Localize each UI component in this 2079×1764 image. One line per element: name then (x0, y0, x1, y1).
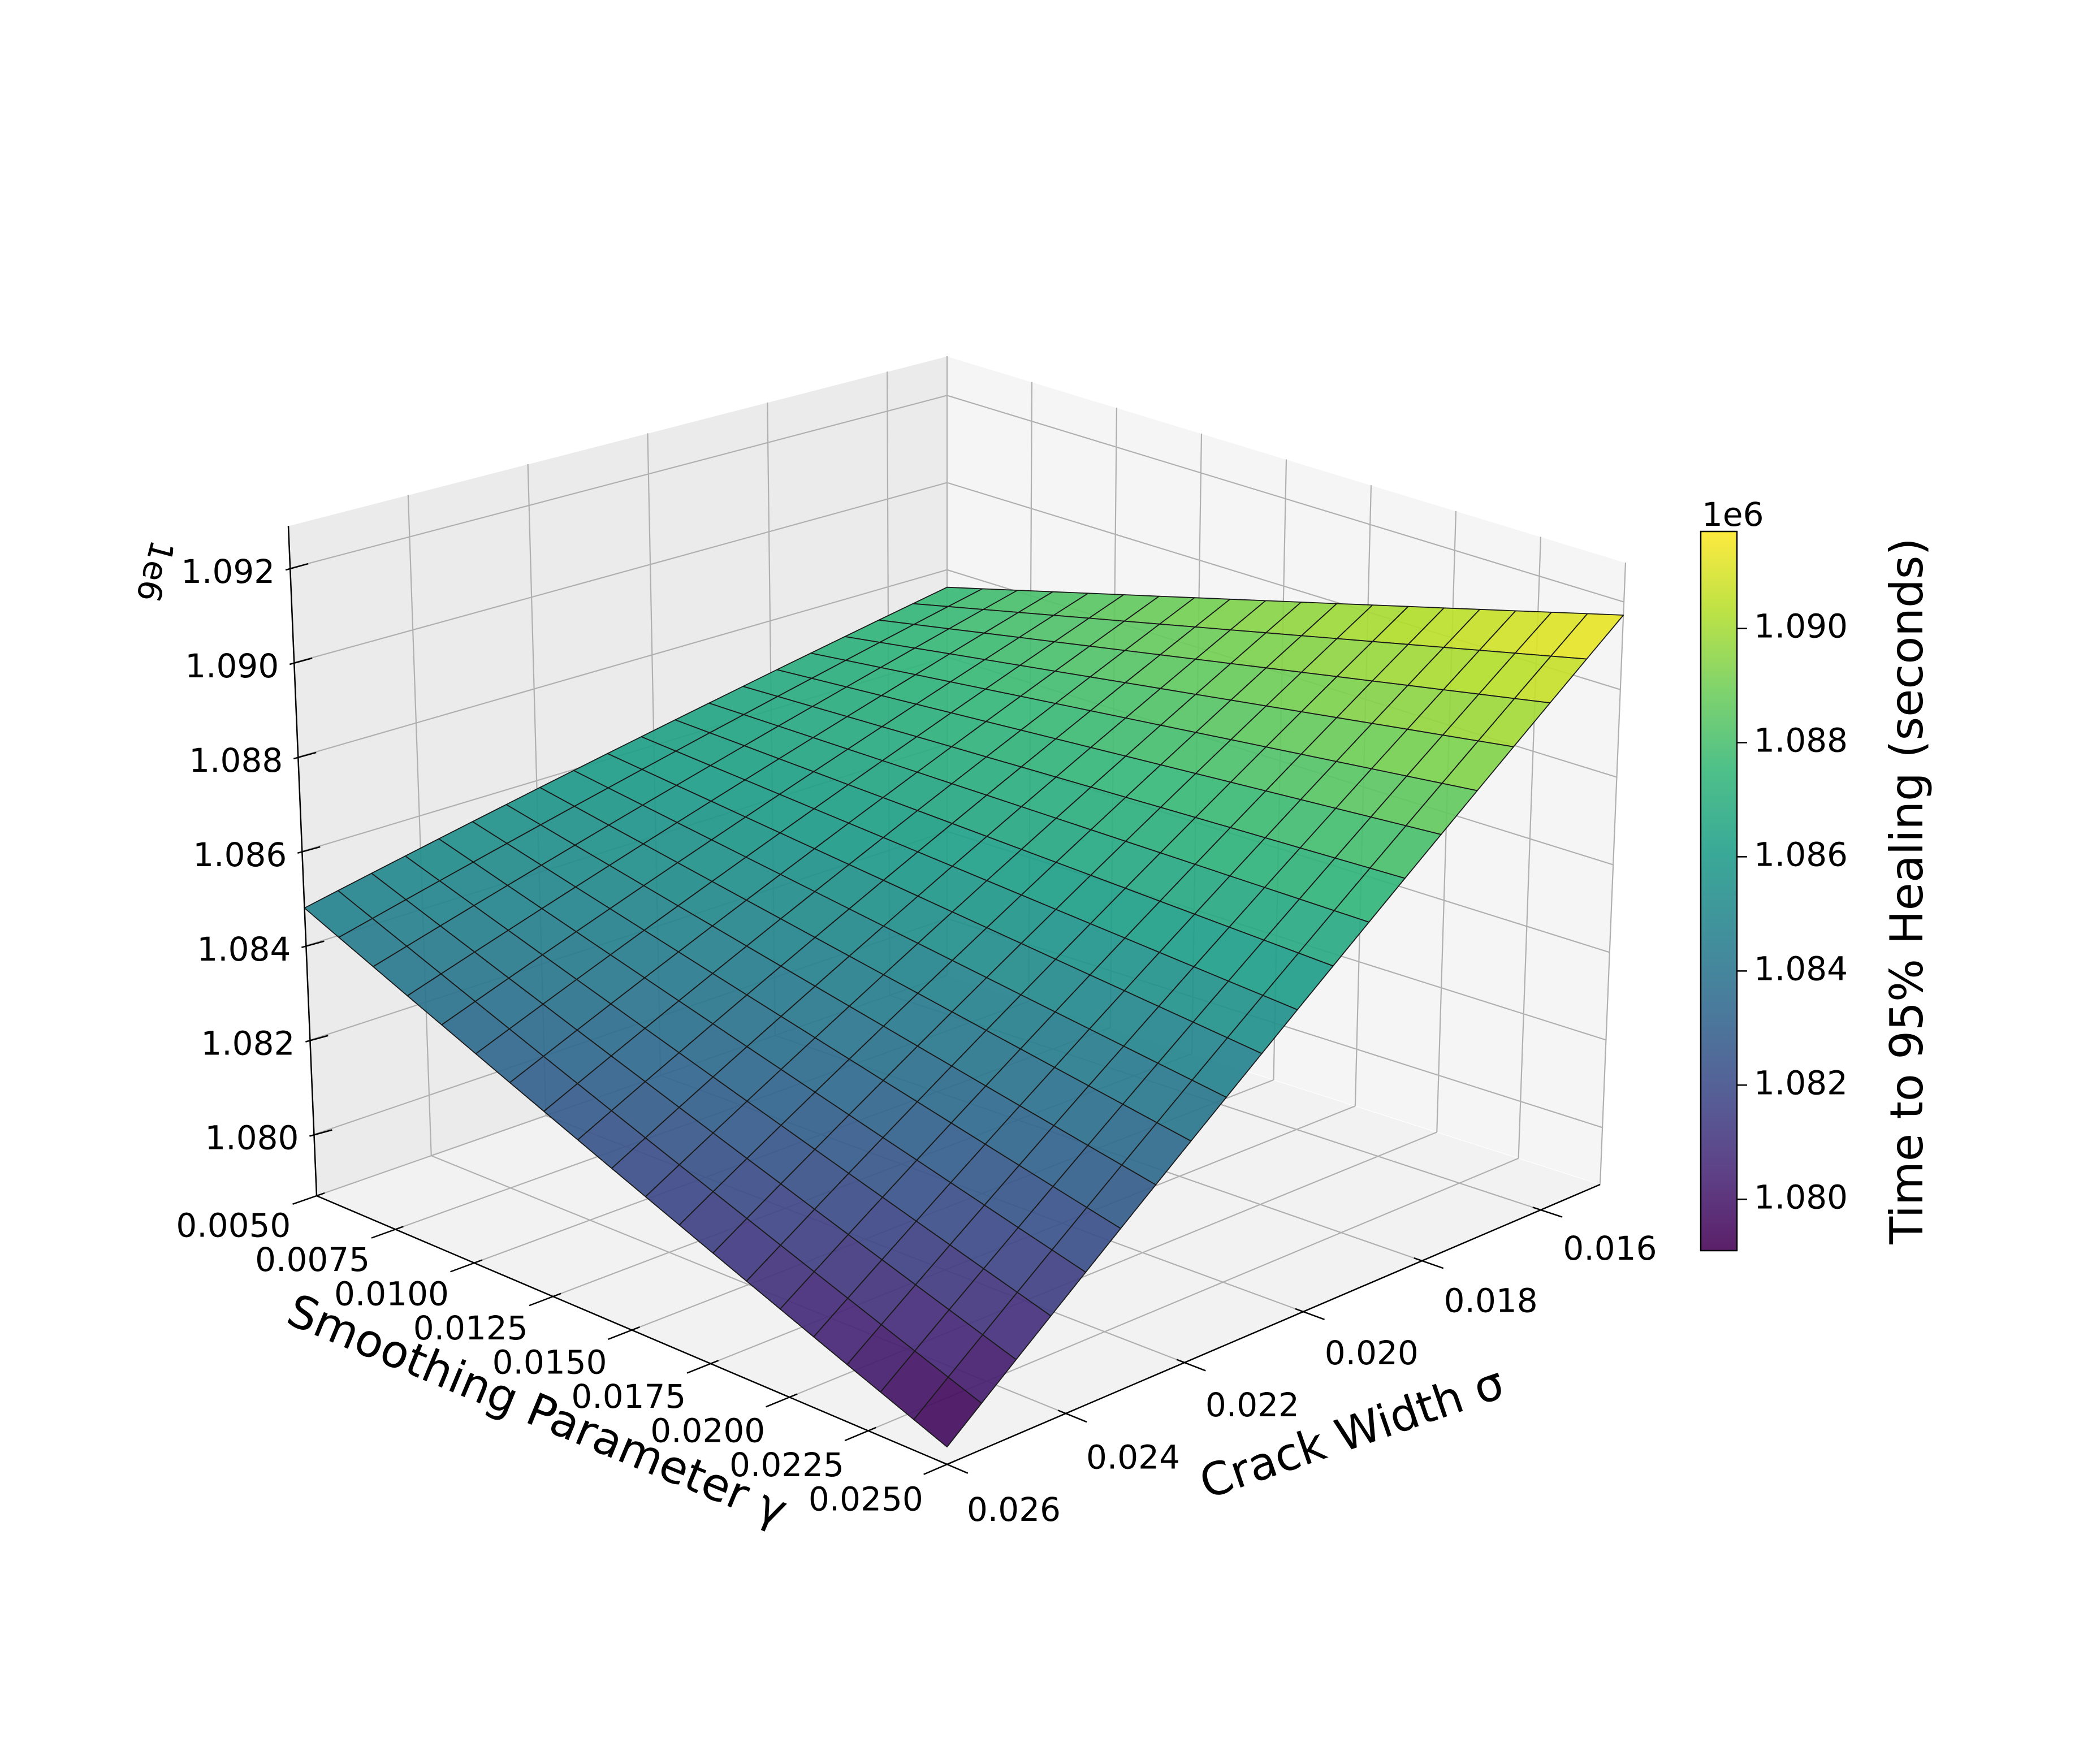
z-tick (297, 846, 321, 854)
x-tick-label: 0.0125 (413, 1309, 528, 1347)
colorbar-ticks: 1.080 1.082 1.084 1.086 1.088 1.090 (1737, 607, 1848, 1216)
y-tick (1295, 1308, 1325, 1320)
y-tick-label: 0.020 (1325, 1334, 1419, 1372)
x-tick (789, 1393, 798, 1398)
x-tick-label: 0.0250 (809, 1480, 923, 1518)
z-tick-label: 1.088 (189, 741, 283, 780)
grid-line-z (946, 395, 1624, 603)
x-tick (474, 1259, 483, 1264)
z-tick (285, 563, 309, 571)
surface-cell (913, 1376, 982, 1448)
z-axis-line (287, 525, 318, 1196)
x-tick (946, 1460, 956, 1465)
colorbar-tick-label: 1.090 (1754, 607, 1848, 646)
axis-ticks: 0.00500.00750.01000.01250.01500.01750.02… (176, 552, 1657, 1529)
x-tick-label: 0.0150 (492, 1343, 607, 1381)
z-tick (301, 940, 325, 948)
y-tick-label: 0.018 (1444, 1281, 1538, 1320)
z-tick (305, 1035, 329, 1043)
x-tick (371, 1229, 396, 1239)
x-tick (844, 1430, 869, 1442)
x-tick (608, 1329, 632, 1341)
y-tick-label: 0.022 (1205, 1386, 1299, 1424)
z-tick (309, 1129, 332, 1137)
z-tick (293, 751, 317, 760)
z-tick-label: 1.092 (181, 552, 275, 591)
y-axis-line (946, 1183, 1601, 1465)
x-tick (552, 1292, 561, 1298)
z-axis-offset-label: 1e6 (128, 536, 181, 606)
z-tick (289, 657, 313, 665)
x-tick-label: 0.0050 (176, 1206, 291, 1244)
y-tick (1532, 1207, 1563, 1218)
x-tick-label: 0.0200 (650, 1411, 765, 1450)
colorbar-gradient (1700, 530, 1738, 1252)
grid-line-z (297, 569, 948, 758)
x-tick (923, 1463, 948, 1475)
x-tick (868, 1426, 876, 1432)
grid-line-x (1599, 562, 1627, 1185)
z-tick-label: 1.086 (193, 836, 287, 874)
x-tick (529, 1295, 554, 1307)
y-tick-label: 0.024 (1086, 1438, 1180, 1477)
y-tick-label: 0.026 (967, 1490, 1061, 1529)
z-tick-label: 1.090 (185, 647, 279, 685)
x-tick (632, 1326, 640, 1331)
y-tick-label: 0.016 (1563, 1229, 1657, 1268)
z-tick-label: 1.080 (205, 1119, 299, 1157)
grid-line-y (407, 495, 432, 1156)
y-tick (939, 1460, 969, 1474)
grid-line-z (289, 395, 948, 569)
grid-line-z (293, 482, 948, 664)
x-tick (766, 1396, 790, 1408)
z-tick-label: 1.084 (197, 930, 291, 969)
colorbar-tick-label: 1.086 (1754, 836, 1848, 874)
colorbar-tick-label: 1.084 (1754, 949, 1848, 988)
y-tick (1176, 1359, 1206, 1372)
x-tick-label: 0.0100 (334, 1274, 449, 1313)
x-tick-label: 0.0225 (729, 1446, 844, 1484)
surface-mesh (304, 586, 1624, 1448)
colorbar-tick-label: 1.080 (1754, 1178, 1848, 1216)
x-tick (450, 1262, 475, 1273)
colorbar-tick-label: 1.088 (1754, 721, 1848, 760)
colorbar-offset-label: 1e6 (1702, 495, 1764, 534)
x-tick-label: 0.0075 (255, 1240, 370, 1279)
colorbar-label: Time to 95% Healing (seconds) (1881, 538, 1933, 1244)
y-tick (1057, 1410, 1087, 1423)
colorbar: 1.080 1.082 1.084 1.086 1.088 1.090 1e6 Time … (1700, 495, 1933, 1252)
x-tick (316, 1192, 325, 1197)
x-tick (395, 1226, 404, 1230)
x-tick-label: 0.0175 (571, 1377, 686, 1416)
z-tick-label: 1.082 (201, 1024, 295, 1063)
y-tick (1414, 1257, 1444, 1269)
colorbar-tick-label: 1.082 (1754, 1063, 1848, 1102)
x-tick (710, 1360, 719, 1365)
x-tick (292, 1195, 317, 1205)
x-tick (686, 1363, 711, 1374)
y-axis-label: Crack Width σ (1193, 1356, 1511, 1510)
